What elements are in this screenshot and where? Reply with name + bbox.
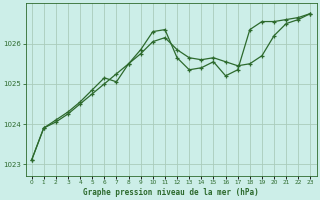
X-axis label: Graphe pression niveau de la mer (hPa): Graphe pression niveau de la mer (hPa) xyxy=(83,188,259,197)
